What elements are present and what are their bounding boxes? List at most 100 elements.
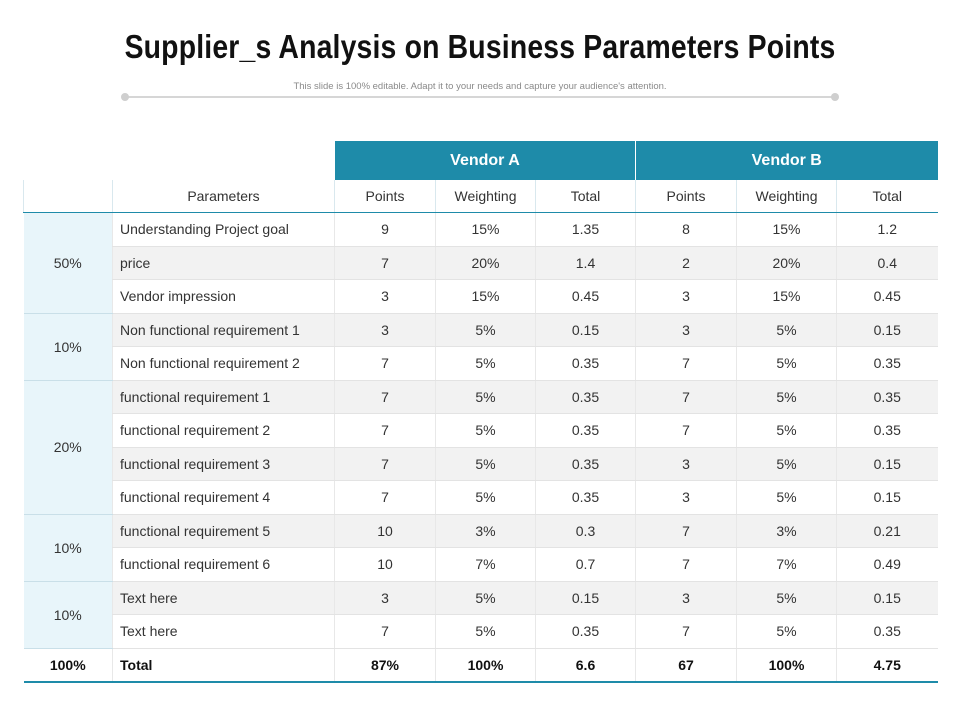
a-points-cell: 7 xyxy=(334,480,436,515)
b-weighting-cell: 7% xyxy=(736,547,837,582)
col-header-a-total: Total xyxy=(535,180,636,213)
a-weighting-cell: 3% xyxy=(435,514,536,548)
group-weight-cell: 10% xyxy=(23,580,113,649)
b-total-cell: 0.35 xyxy=(836,614,938,649)
col-header-b-points: Points xyxy=(635,180,737,213)
header-blank-weight xyxy=(23,180,113,213)
b-points-cell: 7 xyxy=(635,547,737,582)
table-row: functional requirement 6 10 7% 0.7 7 7% 0.49 xyxy=(24,547,938,582)
b-points-cell: 3 xyxy=(635,447,737,481)
a-points-cell: 7 xyxy=(334,447,436,481)
parameter-cell: Text here xyxy=(112,614,335,649)
b-weighting-cell: 5% xyxy=(736,380,837,414)
total-a-total: 6.6 xyxy=(535,647,636,683)
table-row: functional requirement 4 7 5% 0.35 3 5% 0.15 xyxy=(24,480,938,515)
b-total-cell: 0.35 xyxy=(836,380,938,414)
b-points-cell: 7 xyxy=(635,514,737,548)
header-blank xyxy=(23,141,335,180)
table-row: Text here 7 5% 0.35 7 5% 0.35 xyxy=(24,614,938,649)
table-body: 50% Understanding Project goal 9 15% 1.35 8 15… xyxy=(23,212,938,649)
col-header-b-total: Total xyxy=(836,180,938,213)
parameter-cell: Vendor impression xyxy=(112,279,335,314)
b-total-cell: 0.49 xyxy=(836,547,938,582)
b-total-cell: 0.35 xyxy=(836,413,938,448)
parameter-cell: functional requirement 6 xyxy=(112,547,335,582)
a-total-cell: 0.35 xyxy=(535,480,636,515)
b-weighting-cell: 15% xyxy=(736,212,837,247)
parameter-cell: functional requirement 4 xyxy=(112,480,335,515)
table-row: price 7 20% 1.4 2 20% 0.4 xyxy=(24,246,938,280)
total-label: Total xyxy=(112,647,335,683)
parameter-cell: Non functional requirement 2 xyxy=(112,346,335,381)
col-header-b-weighting: Weighting xyxy=(736,180,837,213)
group-weight-cell: 20% xyxy=(23,379,113,515)
a-points-cell: 3 xyxy=(334,279,436,314)
group-weight-cell: 10% xyxy=(23,312,113,381)
b-total-cell: 0.15 xyxy=(836,480,938,515)
b-total-cell: 0.15 xyxy=(836,581,938,615)
title-divider xyxy=(125,96,835,98)
parameter-cell: functional requirement 1 xyxy=(112,380,335,414)
a-weighting-cell: 5% xyxy=(435,413,536,448)
b-total-cell: 0.35 xyxy=(836,346,938,381)
table-row: Vendor impression 3 15% 0.45 3 15% 0.45 xyxy=(24,279,938,314)
group-weight-cell: 10% xyxy=(23,513,113,582)
vendor-a-header: Vendor A xyxy=(334,141,636,180)
table-row: 50% Understanding Project goal 9 15% 1.35 8 15… xyxy=(23,212,938,314)
parameter-cell: price xyxy=(112,246,335,280)
table-row: functional requirement 2 7 5% 0.35 7 5% 0.35 xyxy=(24,413,938,448)
table-row: 10% Text here 3 5% 0.15 3 5% 0.15 xyxy=(23,580,938,649)
b-weighting-cell: 15% xyxy=(736,279,837,314)
a-points-cell: 3 xyxy=(334,581,436,615)
total-a-weighting: 100% xyxy=(435,647,536,683)
a-total-cell: 1.4 xyxy=(535,246,636,280)
parameter-cell: functional requirement 5 xyxy=(112,514,335,548)
b-points-cell: 2 xyxy=(635,246,737,280)
b-weighting-cell: 5% xyxy=(736,581,837,615)
a-points-cell: 10 xyxy=(334,547,436,582)
a-weighting-cell: 15% xyxy=(435,279,536,314)
b-weighting-cell: 5% xyxy=(736,313,837,347)
a-total-cell: 0.3 xyxy=(535,514,636,548)
b-total-cell: 0.4 xyxy=(836,246,938,280)
b-total-cell: 0.21 xyxy=(836,514,938,548)
total-weight: 100% xyxy=(23,647,113,683)
total-b-total: 4.75 xyxy=(836,647,938,683)
a-total-cell: 0.35 xyxy=(535,614,636,649)
a-points-cell: 9 xyxy=(334,212,436,247)
a-total-cell: 0.15 xyxy=(535,581,636,615)
b-points-cell: 8 xyxy=(635,212,737,247)
total-b-weighting: 100% xyxy=(736,647,837,683)
col-header-a-weighting: Weighting xyxy=(435,180,536,213)
page-subtitle: This slide is 100% editable. Adapt it to… xyxy=(293,81,667,92)
b-points-cell: 3 xyxy=(635,480,737,515)
parameter-cell: functional requirement 3 xyxy=(112,447,335,481)
table-row: functional requirement 3 7 5% 0.35 3 5% 0.15 xyxy=(24,447,938,481)
b-weighting-cell: 20% xyxy=(736,246,837,280)
parameter-cell: Understanding Project goal xyxy=(112,212,335,247)
table-row: 10% Non functional requirement 1 3 5% 0.15 3 5… xyxy=(23,312,938,381)
b-weighting-cell: 5% xyxy=(736,346,837,381)
b-points-cell: 7 xyxy=(635,346,737,381)
divider-dot-right xyxy=(831,93,839,101)
page-title: Supplier_s Analysis on Business Paramete… xyxy=(124,28,836,65)
a-total-cell: 0.45 xyxy=(535,279,636,314)
vendor-b-header: Vendor B xyxy=(635,141,938,180)
total-a-points: 87% xyxy=(334,647,436,683)
a-weighting-cell: 5% xyxy=(435,346,536,381)
a-total-cell: 0.35 xyxy=(535,346,636,381)
a-weighting-cell: 5% xyxy=(435,614,536,649)
a-points-cell: 7 xyxy=(334,346,436,381)
b-weighting-cell: 5% xyxy=(736,480,837,515)
parameter-cell: Non functional requirement 1 xyxy=(112,313,335,347)
a-weighting-cell: 5% xyxy=(435,447,536,481)
col-header-parameters: Parameters xyxy=(112,180,335,213)
column-header-row: Parameters Points Weighting Total Points… xyxy=(23,180,938,213)
a-weighting-cell: 5% xyxy=(435,313,536,347)
table-row: 20% functional requirement 1 7 5% 0.35 7 5% 0.3… xyxy=(23,379,938,515)
b-points-cell: 3 xyxy=(635,581,737,615)
b-total-cell: 0.15 xyxy=(836,313,938,347)
table-row: 10% functional requirement 5 10 3% 0.3 7 3% 0.2… xyxy=(23,513,938,582)
a-weighting-cell: 5% xyxy=(435,480,536,515)
b-total-cell: 0.45 xyxy=(836,279,938,314)
